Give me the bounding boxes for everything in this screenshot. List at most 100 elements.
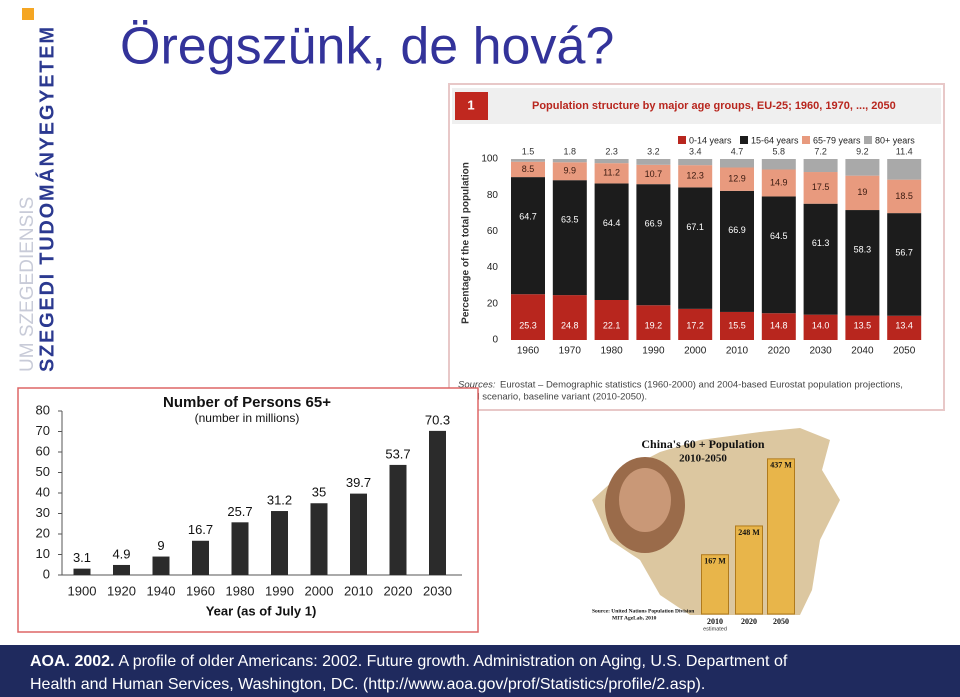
data-label: 61.3 [812, 238, 830, 248]
y-tick-label: 60 [487, 226, 499, 237]
data-label: 14.0 [812, 320, 830, 330]
bar [389, 464, 407, 575]
data-label: 167 M [704, 557, 726, 566]
data-label: 1.8 [564, 146, 577, 156]
legend-swatch [864, 136, 872, 144]
bar-segment [803, 203, 838, 315]
bar-segment [761, 196, 796, 314]
x-tick-label: 2050 [773, 617, 789, 626]
x-tick-label: 2010 [707, 617, 723, 626]
x-tick-label: 1940 [147, 583, 176, 598]
bar-segment [845, 159, 880, 176]
data-label: 18.5 [895, 191, 913, 201]
data-label: 19 [857, 187, 867, 197]
bar-segment [720, 167, 754, 191]
bar-segment [720, 190, 754, 312]
y-tick-label: 30 [36, 505, 50, 520]
x-tick-label: 2050 [893, 346, 916, 357]
bar-segment [845, 175, 880, 211]
source: Source: United Nations Population Divisi… [592, 608, 694, 614]
x-tick-label: 1960 [517, 346, 540, 357]
bar-segment [887, 179, 922, 214]
legend-label: 15-64 years [751, 135, 799, 145]
data-label: 64.7 [519, 211, 537, 221]
data-label: 19.2 [645, 320, 663, 330]
data-label: 12.3 [686, 171, 704, 181]
data-label: 3.2 [647, 146, 660, 156]
chart-title: China's 60 + Population [641, 437, 765, 451]
bar-segment [552, 180, 587, 296]
x-tick-label: 2040 [851, 346, 874, 357]
x-tick-label: 1970 [559, 346, 582, 357]
y-tick-label: 80 [487, 190, 499, 201]
x-tick-label: 2000 [305, 583, 334, 598]
bar-segment [845, 315, 880, 340]
y-tick-label: 40 [487, 262, 499, 273]
bar-segment [678, 159, 713, 166]
bar-segment [594, 163, 629, 184]
data-label: 39.7 [346, 475, 371, 490]
figure-header [452, 88, 941, 124]
bar-segment [845, 210, 880, 316]
data-label: 3.4 [689, 146, 702, 156]
bar-segment [636, 164, 671, 185]
sources: Eurostat – Demographic statistics (1960-… [500, 380, 903, 391]
x-tick-label: 1990 [642, 346, 665, 357]
legend-label: 0-14 years [689, 135, 732, 145]
bar [152, 556, 170, 575]
bar [701, 554, 729, 615]
data-label: 1.5 [522, 146, 535, 156]
data-label: 14.9 [770, 177, 788, 187]
bar-segment [511, 294, 545, 340]
x-tick-label: 2030 [809, 346, 832, 357]
y-tick-label: 70 [36, 423, 50, 438]
logo-motto: UM SZEGEDIENSIS [17, 197, 38, 372]
footer-line: AOA. 2002. A profile of older Americans: … [30, 653, 788, 670]
bar [271, 511, 288, 575]
bar-segment [887, 315, 922, 340]
bar [350, 493, 367, 575]
x-tick-label: 1960 [186, 583, 215, 598]
x-tick-label: 2000 [684, 346, 707, 357]
logo-square [22, 8, 34, 20]
legend-swatch [740, 136, 748, 144]
bar-segment [511, 177, 545, 295]
bar-segment [511, 159, 545, 162]
footer-line: Health and Human Services, Washington, D… [30, 676, 705, 693]
data-label: 24.8 [561, 320, 579, 330]
data-label: 14.8 [770, 320, 788, 330]
data-label: 64.4 [603, 218, 621, 228]
y-tick-label: 0 [43, 566, 50, 581]
y-tick-label: 20 [487, 298, 499, 309]
note: estimated [703, 626, 727, 632]
data-label: 53.7 [385, 446, 410, 461]
bar-segment [720, 311, 754, 340]
x-tick-label: 2030 [423, 583, 452, 598]
bar-segment [761, 313, 796, 340]
legend-swatch [678, 136, 686, 144]
data-label: 58.3 [854, 244, 872, 254]
y-tick-label: 20 [36, 525, 50, 540]
data-label: 3.1 [73, 550, 91, 565]
data-label: 67.1 [686, 222, 704, 232]
data-label: 437 M [770, 461, 792, 470]
bar-segment [678, 165, 713, 188]
x-tick-label: 2010 [726, 346, 749, 357]
data-label: 17.2 [686, 320, 704, 330]
bar-segment [636, 305, 671, 340]
bar-segment [511, 161, 545, 178]
x-tick-label: 2020 [768, 346, 791, 357]
bar-segment [552, 295, 587, 340]
data-label: 16.7 [188, 522, 213, 537]
x-tick-label: 1900 [68, 583, 97, 598]
bar-segment [678, 187, 713, 309]
chart-title: Number of Persons 65+ [163, 394, 331, 411]
data-label: 13.4 [895, 320, 913, 330]
data-label: 9 [157, 538, 164, 553]
bar [73, 568, 91, 575]
data-label: 66.9 [728, 225, 746, 235]
bar-segment [678, 308, 713, 340]
x-tick-label: 2020 [384, 583, 413, 598]
bar-segment [761, 159, 796, 170]
data-label: 2.3 [605, 146, 618, 156]
